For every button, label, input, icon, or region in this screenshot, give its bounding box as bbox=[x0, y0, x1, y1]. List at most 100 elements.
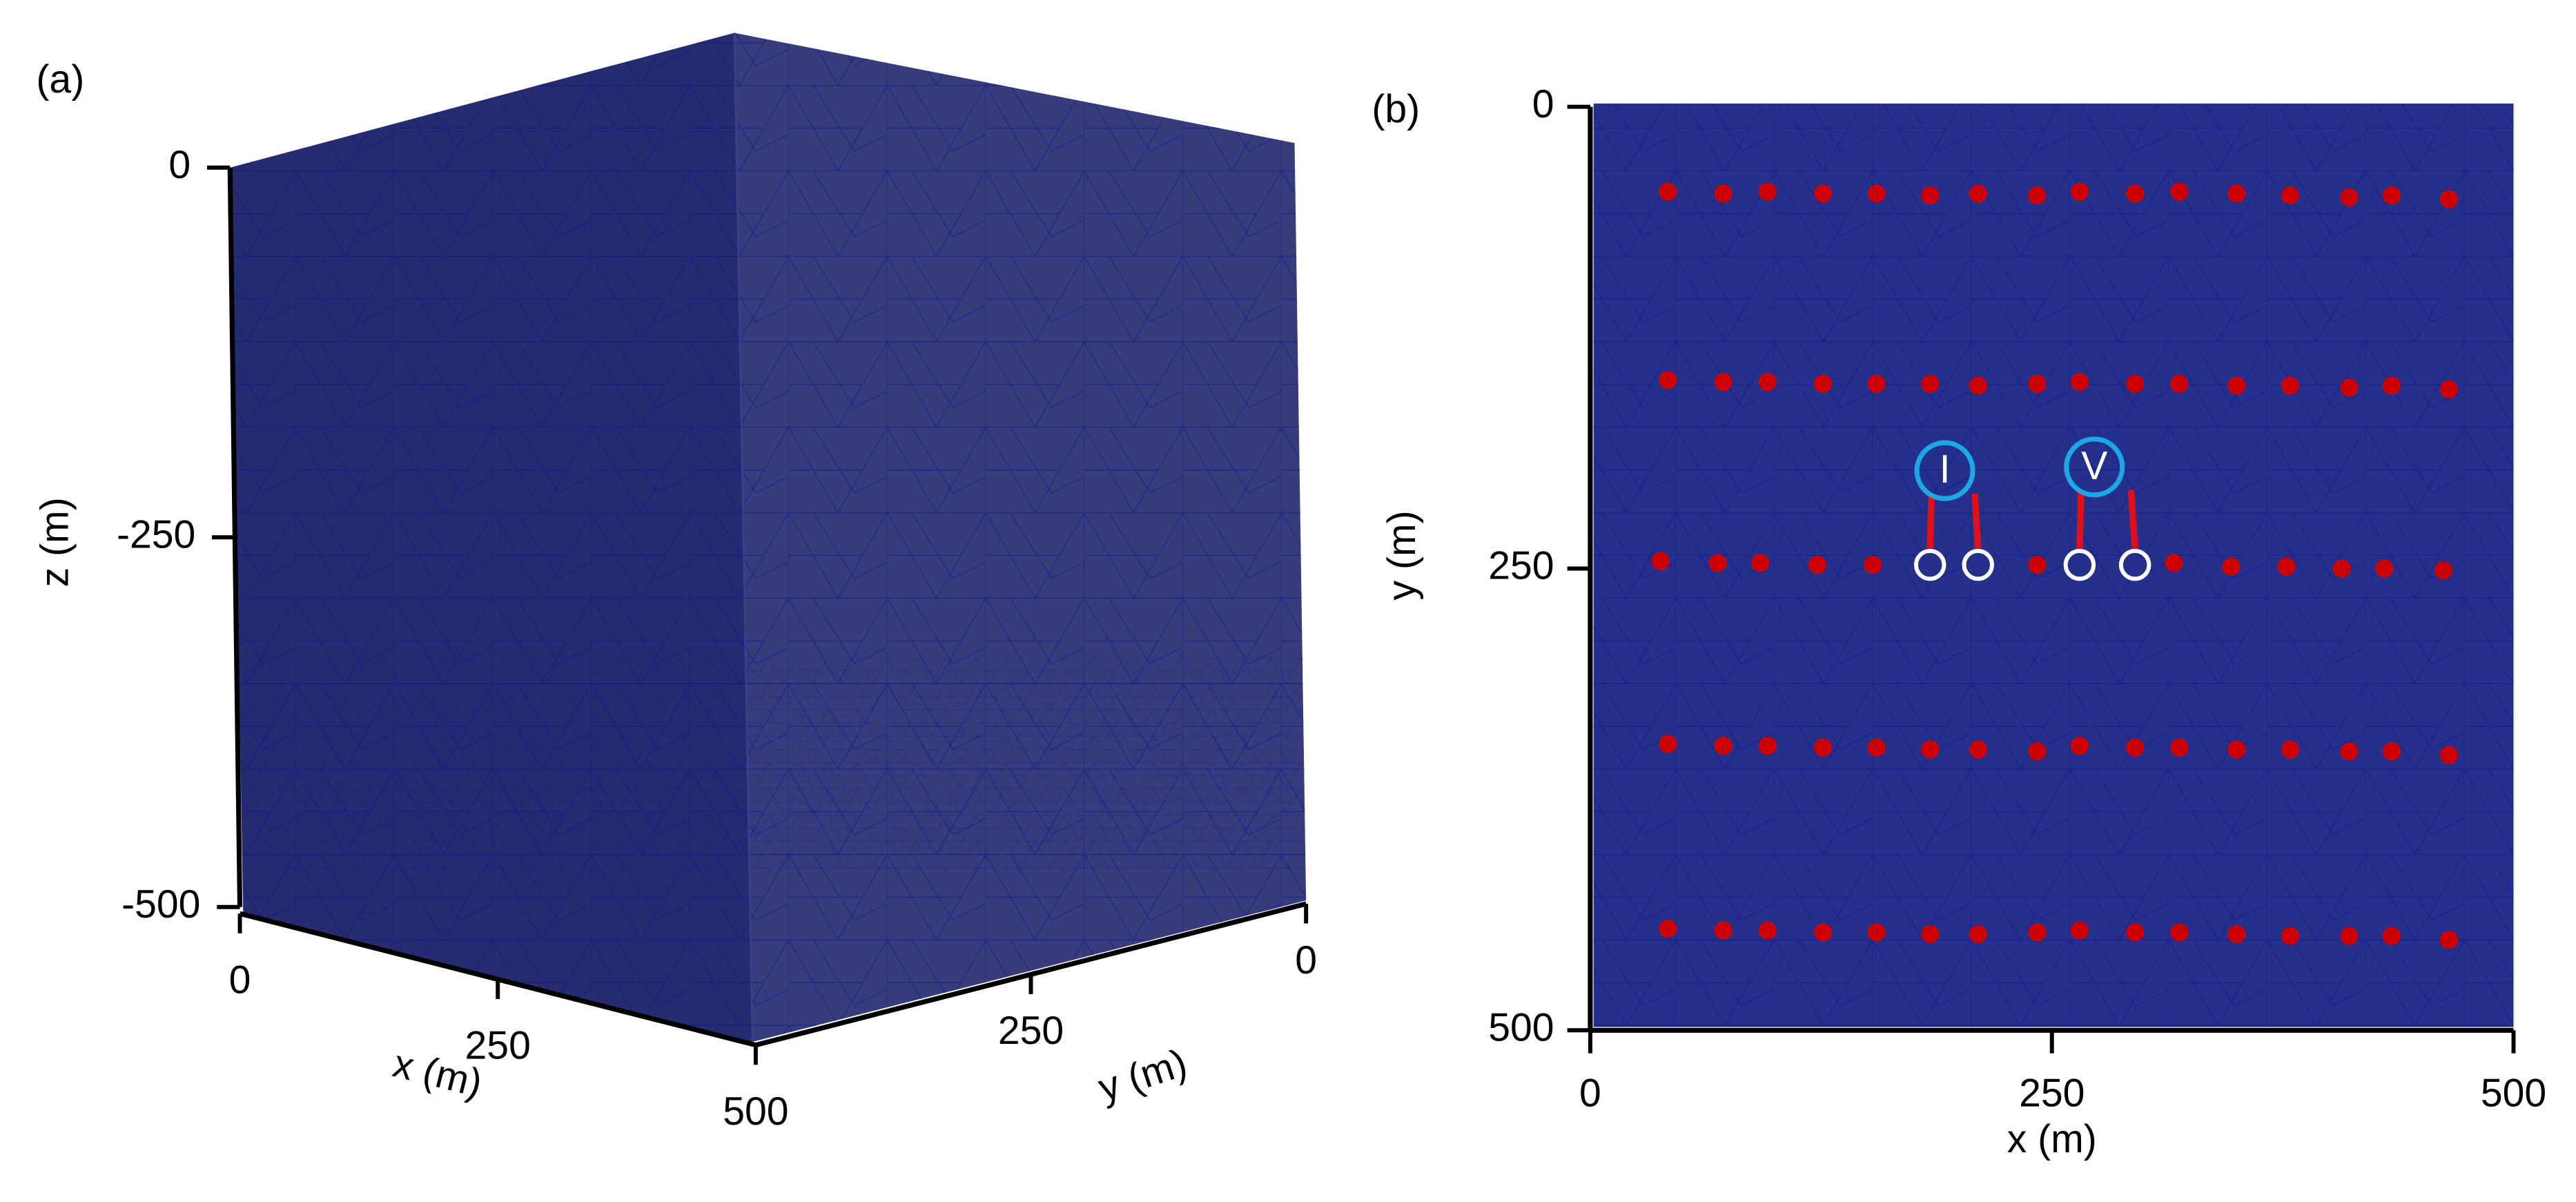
axis-label: y (m) bbox=[1093, 1040, 1192, 1110]
electrode bbox=[2332, 559, 2351, 578]
electrode bbox=[1714, 184, 1733, 203]
electrode bbox=[1659, 182, 1677, 201]
tick-label: 500 bbox=[723, 1089, 788, 1134]
panel-b bbox=[1593, 103, 2514, 1027]
electrode bbox=[2070, 921, 2089, 940]
electrode bbox=[1921, 186, 1940, 205]
electrode bbox=[2434, 561, 2452, 580]
annotation-label: V bbox=[2081, 444, 2107, 488]
electrode bbox=[2439, 931, 2458, 949]
y-tick-label: 250 bbox=[1488, 544, 1554, 588]
electrode bbox=[1708, 554, 1727, 572]
electrode bbox=[2126, 374, 2145, 394]
electrode bbox=[2170, 374, 2189, 394]
electrode bbox=[1750, 554, 1770, 572]
electrode bbox=[1867, 738, 1886, 757]
electrode bbox=[2382, 927, 2401, 945]
electrode bbox=[2281, 376, 2299, 395]
x-tick-label: 500 bbox=[2481, 1072, 2546, 1116]
electrode bbox=[1921, 740, 1940, 759]
electrode bbox=[1969, 376, 1987, 395]
electrode bbox=[2126, 923, 2145, 942]
electrode bbox=[2340, 188, 2359, 206]
electrode bbox=[2070, 373, 2089, 391]
electrode bbox=[2126, 738, 2145, 757]
electrode bbox=[2227, 925, 2246, 944]
electrode bbox=[1969, 740, 1987, 759]
electrode bbox=[1758, 921, 1777, 940]
electrode bbox=[2281, 927, 2299, 945]
electrode bbox=[2439, 746, 2458, 764]
electrode bbox=[2227, 184, 2246, 203]
electrode bbox=[2028, 742, 2047, 761]
y-tick-label: 500 bbox=[1488, 1005, 1554, 1049]
connector bbox=[2127, 489, 2138, 549]
electrode bbox=[2281, 740, 2299, 759]
electrode bbox=[1813, 374, 1833, 394]
tick-label: 250 bbox=[465, 1024, 531, 1068]
electrode bbox=[1714, 921, 1733, 940]
electrode bbox=[1651, 552, 1670, 570]
cube-edge bbox=[733, 32, 754, 1042]
electrode bbox=[1867, 184, 1886, 203]
y-tick-label: 0 bbox=[1532, 82, 1554, 126]
electrode bbox=[2165, 554, 2183, 572]
tick-label: 250 bbox=[998, 1009, 1064, 1053]
electrode bbox=[2222, 557, 2241, 576]
electrode bbox=[1921, 374, 1940, 394]
cube-mesh bbox=[230, 32, 753, 1042]
electrode bbox=[1813, 923, 1833, 942]
electrode bbox=[1714, 737, 1733, 755]
electrode bbox=[2439, 190, 2458, 209]
axis-label: z (m) bbox=[32, 497, 77, 587]
electrode bbox=[1813, 738, 1833, 757]
selected-electrode bbox=[2063, 548, 2096, 581]
mesh bbox=[1593, 103, 2514, 1027]
selected-electrode bbox=[2118, 548, 2151, 581]
electrode bbox=[2028, 186, 2047, 205]
electrode bbox=[1969, 184, 1987, 203]
electrode bbox=[2028, 556, 2047, 574]
tick-label: -250 bbox=[117, 512, 195, 556]
electrode bbox=[2340, 927, 2359, 945]
electrode bbox=[1659, 371, 1677, 389]
electrode bbox=[1714, 373, 1733, 391]
electrode bbox=[1758, 373, 1777, 391]
connector bbox=[1926, 493, 1935, 549]
electrode bbox=[1867, 923, 1886, 942]
electrode bbox=[2382, 742, 2401, 761]
electrode bbox=[1921, 925, 1940, 944]
electrode bbox=[2227, 740, 2246, 759]
electrode bbox=[1659, 735, 1677, 753]
selected-electrode bbox=[1913, 548, 1946, 581]
panel-a bbox=[230, 32, 1307, 1042]
annotation-label: I bbox=[1940, 447, 1951, 492]
electrode bbox=[2382, 376, 2401, 395]
electrode bbox=[2126, 184, 2145, 203]
electrode bbox=[1758, 182, 1777, 201]
connector bbox=[1971, 493, 1982, 549]
cube-mesh bbox=[734, 32, 1307, 1042]
electrode bbox=[1659, 920, 1677, 938]
electrode bbox=[2439, 380, 2458, 399]
annotation-circle bbox=[1914, 440, 1975, 501]
annotation-circle bbox=[2064, 436, 2125, 498]
tick-label: 0 bbox=[168, 143, 191, 187]
electrode bbox=[2375, 559, 2394, 578]
electrode bbox=[1969, 925, 1987, 944]
dense-mesh-band bbox=[243, 657, 1303, 871]
electrode bbox=[2340, 742, 2359, 761]
x-tick-label: 250 bbox=[2019, 1072, 2085, 1116]
electrode bbox=[2382, 186, 2401, 205]
electrode bbox=[2170, 738, 2189, 757]
electrode bbox=[1758, 737, 1777, 755]
x-tick-label: 0 bbox=[1579, 1072, 1601, 1116]
electrode bbox=[2227, 376, 2246, 395]
electrode bbox=[1867, 374, 1886, 394]
electrode bbox=[2028, 374, 2047, 394]
electrode bbox=[2028, 923, 2047, 942]
electrode bbox=[1808, 556, 1827, 574]
electrode bbox=[1864, 556, 1882, 574]
